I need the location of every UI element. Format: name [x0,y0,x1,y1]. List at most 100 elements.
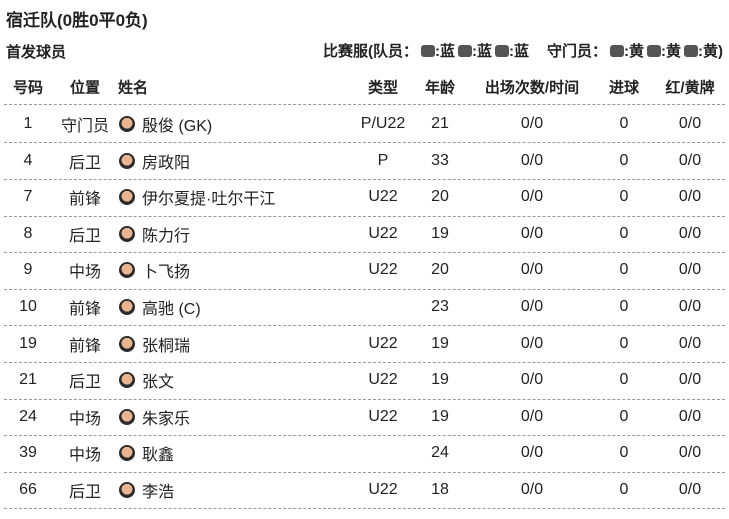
goals: 0 [619,151,629,169]
position: 后卫 [68,484,102,501]
cards: 0/0 [678,224,702,242]
age: 21 [431,115,449,132]
age: 24 [431,444,449,462]
number: 19 [19,334,37,352]
player-name: 朱家乐 [142,410,191,428]
position: 后卫 [68,154,102,172]
avatar [119,445,135,462]
column-header: 号码 [12,79,44,97]
avatar [119,299,135,315]
type: U22 [368,481,398,498]
number: 8 [23,224,33,242]
shirt-icon [420,44,435,57]
player-name: 张桐瑞 [142,337,191,355]
number: 10 [19,298,37,315]
section-title: 首发球员 [6,44,67,61]
appearances: 0/0 [520,407,544,425]
appearances: 0/0 [520,151,544,169]
goals: 0 [619,261,629,279]
team-title: 宿迁队(0胜0平0负) [6,11,148,30]
type: P [377,151,389,169]
row-separator [4,361,725,363]
goals: 0 [619,224,629,242]
position: 后卫 [68,374,102,392]
cards: 0/0 [678,188,702,206]
age: 18 [431,481,449,498]
shorts-icon [647,44,661,57]
avatar [119,225,135,242]
age: 23 [431,298,449,315]
kit-color: :蓝 [508,43,529,60]
avatar [119,372,135,389]
avatar [119,116,135,132]
avatar [119,335,135,352]
avatar [119,482,135,498]
position: 中场 [68,410,102,428]
player-name: 高驰 (C) [142,301,201,318]
player-name: 耿鑫 [142,447,175,465]
player-name: 李浩 [142,484,175,501]
cards: 0/0 [678,334,702,352]
position: 守门员 [60,118,110,135]
player-name: 殷俊 (GK) [142,118,213,135]
age: 20 [431,188,449,206]
age: 19 [431,224,449,242]
type: U22 [368,407,398,425]
age: 33 [431,151,449,169]
goals: 0 [619,481,629,498]
number: 9 [23,261,33,279]
appearances: 0/0 [520,115,544,132]
goals: 0 [619,407,629,425]
kit-color: :蓝 [434,43,455,60]
type: U22 [368,224,398,242]
cards: 0/0 [678,481,702,498]
row-separator [4,288,725,290]
kit-label: 比赛服(队员： [322,43,418,60]
goals: 0 [619,298,629,315]
kit-label: 守门员： [546,43,607,60]
column-header: 类型 [367,79,399,97]
type: U22 [368,371,398,389]
cards: 0/0 [678,151,702,169]
shorts-icon [457,44,472,57]
number: 39 [19,444,37,462]
cards: 0/0 [678,261,702,279]
socks-icon [684,44,698,57]
avatar [119,152,135,169]
column-header: 红/黄牌 [665,79,715,97]
appearances: 0/0 [520,334,544,352]
shirt-icon [610,44,624,57]
column-header: 年龄 [424,79,456,97]
number: 1 [23,115,33,132]
column-header: 姓名 [118,79,149,97]
appearances: 0/0 [520,298,544,315]
goals: 0 [619,371,629,389]
column-header: 出场次数/时间 [484,79,580,97]
type: U22 [368,188,398,206]
age: 19 [431,334,449,352]
avatar [119,262,135,279]
player-name: 张文 [142,374,175,392]
position: 前锋 [68,191,102,209]
row-separator [4,398,725,400]
number: 7 [23,188,33,206]
type: U22 [368,334,398,352]
socks-icon [494,44,509,57]
appearances: 0/0 [520,224,544,242]
player-name: 陈力行 [142,227,191,245]
position: 前锋 [68,301,102,318]
appearances: 0/0 [520,188,544,206]
column-header: 位置 [69,79,101,97]
age: 19 [431,407,449,425]
column-header: 进球 [608,79,640,97]
row-separator [4,178,725,180]
position: 前锋 [68,337,102,355]
cards: 0/0 [678,444,702,462]
player-name: 伊尔夏提·吐尔干江 [142,191,276,209]
row-separator [4,508,725,510]
appearances: 0/0 [520,371,544,389]
row-separator [4,325,725,327]
kit-color: :黄 [661,43,681,60]
number: 66 [19,481,37,498]
